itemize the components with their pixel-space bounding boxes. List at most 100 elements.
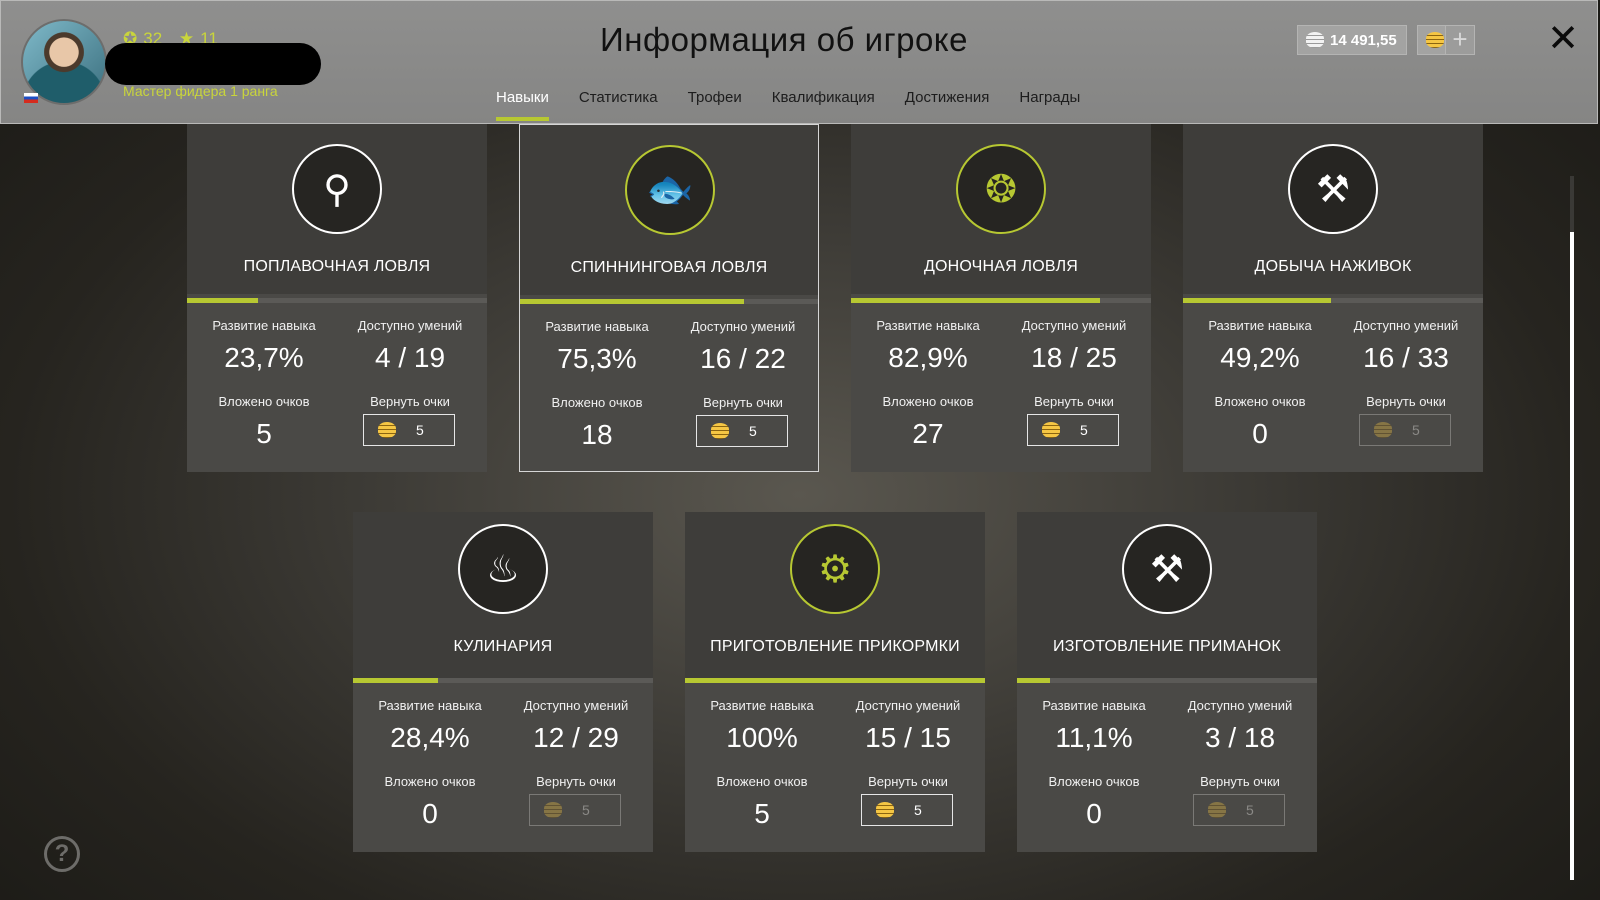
skill-progress-fill xyxy=(1017,678,1051,683)
skill-title: ДОНОЧНАЯ ЛОВЛЯ xyxy=(923,258,1079,275)
lure-icon: 🐟 xyxy=(625,145,715,235)
refund-points-button[interactable]: 5 xyxy=(861,794,953,826)
skill-card[interactable]: ♨ КУЛИНАРИЯ Развитие навыка Доступно уме… xyxy=(353,512,653,852)
silver-coin-icon xyxy=(1306,32,1324,48)
refund-points-button[interactable]: 5 xyxy=(363,414,455,446)
invested-label: Вложено очков xyxy=(716,774,808,789)
tab-trophies[interactable]: Трофеи xyxy=(687,89,742,106)
development-label: Развитие навыка xyxy=(212,318,316,333)
player-rank: Мастер фидера 1 ранга xyxy=(123,83,278,99)
available-label: Доступно умений xyxy=(690,319,796,334)
refund-cost: 5 xyxy=(416,422,424,438)
invested-value: 0 xyxy=(1086,798,1102,829)
invested-label: Вложено очков xyxy=(384,774,476,789)
skill-progress-bar xyxy=(685,678,985,683)
tab-statistics[interactable]: Статистика xyxy=(578,89,658,106)
mixer-icon: ⚙ xyxy=(790,524,880,614)
silver-balance: 14 491,55 xyxy=(1297,25,1407,55)
skill-progress-fill xyxy=(353,678,439,683)
available-label: Доступно умений xyxy=(855,698,961,713)
gold-coin-icon xyxy=(876,802,894,818)
available-value: 12 / 29 xyxy=(533,722,619,753)
gold-coin-icon xyxy=(711,423,729,439)
skill-progress-fill xyxy=(1183,298,1331,303)
invested-label: Вложено очков xyxy=(1048,774,1140,789)
refund-cost: 5 xyxy=(582,802,590,818)
refund-label: Вернуть очки xyxy=(703,395,783,410)
refund-cost: 5 xyxy=(749,423,757,439)
development-label: Развитие навыка xyxy=(1042,698,1146,713)
invested-label: Вложено очков xyxy=(1214,394,1306,409)
help-icon[interactable]: ? xyxy=(44,836,80,872)
skill-progress-bar xyxy=(187,298,487,303)
tab-rewards[interactable]: Награды xyxy=(1019,89,1081,106)
silver-amount: 14 491,55 xyxy=(1330,31,1397,49)
feeder-icon: ❂ xyxy=(956,144,1046,234)
available-value: 15 / 15 xyxy=(865,722,951,753)
tab-skills[interactable]: Навыки xyxy=(481,89,564,123)
russia-flag-icon xyxy=(24,93,38,103)
available-label: Доступно умений xyxy=(357,318,463,333)
skill-card[interactable]: ⚲ ПОПЛАВОЧНАЯ ЛОВЛЯ Развитие навыка Дост… xyxy=(187,124,487,472)
tab-bar: Навыки Статистика Трофеи Квалификация До… xyxy=(481,89,1095,123)
refund-points-button[interactable]: 5 xyxy=(1027,414,1119,446)
development-value: 49,2% xyxy=(1220,342,1300,373)
available-value: 4 / 19 xyxy=(374,342,446,373)
tab-qualification[interactable]: Квалификация xyxy=(771,89,875,106)
skill-progress-fill xyxy=(851,298,1100,303)
gold-coin-icon xyxy=(378,422,396,438)
scrollbar-thumb[interactable] xyxy=(1570,232,1574,880)
refund-points-button: 5 xyxy=(529,794,621,826)
pot-icon: ♨ xyxy=(458,524,548,614)
skill-card[interactable]: ⚙ ПРИГОТОВЛЕНИЕ ПРИКОРМКИ Развитие навык… xyxy=(685,512,985,852)
redacted-name xyxy=(105,43,321,85)
development-value: 23,7% xyxy=(224,342,304,373)
tab-achievements[interactable]: Достижения xyxy=(904,89,990,106)
invested-value: 0 xyxy=(422,798,438,829)
skill-progress-fill xyxy=(187,298,259,303)
skill-progress-bar xyxy=(1183,298,1483,303)
available-label: Доступно умений xyxy=(1353,318,1459,333)
skill-progress-bar xyxy=(851,298,1151,303)
toolbox-icon: ⚒ xyxy=(1122,524,1212,614)
invested-value: 27 xyxy=(912,418,944,449)
development-label: Развитие навыка xyxy=(710,698,814,713)
skill-card[interactable]: 🐟 СПИННИНГОВАЯ ЛОВЛЯ Развитие навыка Дос… xyxy=(519,124,819,472)
avatar[interactable] xyxy=(21,19,107,105)
page-title: Информация об игроке xyxy=(600,21,968,58)
development-value: 75,3% xyxy=(557,343,637,374)
refund-cost: 5 xyxy=(1080,422,1088,438)
gold-coin-icon xyxy=(1374,422,1392,438)
skill-title: СПИННИНГОВАЯ ЛОВЛЯ xyxy=(570,259,768,276)
gold-coin-icon xyxy=(1426,32,1444,48)
refund-points-button[interactable]: 5 xyxy=(696,415,788,447)
invested-value: 5 xyxy=(754,798,770,829)
development-label: Развитие навыка xyxy=(545,319,649,334)
add-gold-button[interactable]: + xyxy=(1445,25,1475,55)
scrollbar[interactable] xyxy=(1570,176,1574,880)
skill-card[interactable]: ⚒ ДОБЫЧА НАЖИВОК Развитие навыка Доступн… xyxy=(1183,124,1483,472)
close-button[interactable]: ✕ xyxy=(1547,18,1579,60)
development-value: 82,9% xyxy=(888,342,968,373)
refund-label: Вернуть очки xyxy=(370,394,450,409)
development-value: 28,4% xyxy=(390,722,470,753)
gold-coin-icon xyxy=(1208,802,1226,818)
development-label: Развитие навыка xyxy=(1208,318,1312,333)
refund-cost: 5 xyxy=(1412,422,1420,438)
skill-card[interactable]: ⚒ ИЗГОТОВЛЕНИЕ ПРИМАНОК Развитие навыка … xyxy=(1017,512,1317,852)
invested-label: Вложено очков xyxy=(882,394,974,409)
skill-progress-fill xyxy=(520,299,745,304)
skill-card[interactable]: ❂ ДОНОЧНАЯ ЛОВЛЯ Развитие навыка Доступн… xyxy=(851,124,1151,472)
invested-label: Вложено очков xyxy=(218,394,310,409)
development-label: Развитие навыка xyxy=(876,318,980,333)
refund-label: Вернуть очки xyxy=(1366,394,1446,409)
skill-title: ПРИГОТОВЛЕНИЕ ПРИКОРМКИ xyxy=(710,638,960,655)
development-value: 100% xyxy=(726,722,798,753)
scrollbar-track-top xyxy=(1570,176,1574,232)
available-value: 3 / 18 xyxy=(1204,722,1276,753)
skill-title: ДОБЫЧА НАЖИВОК xyxy=(1254,258,1412,275)
invested-value: 5 xyxy=(256,418,272,449)
refund-cost: 5 xyxy=(1246,802,1254,818)
skill-progress-bar xyxy=(520,299,818,304)
refund-points-button: 5 xyxy=(1359,414,1451,446)
